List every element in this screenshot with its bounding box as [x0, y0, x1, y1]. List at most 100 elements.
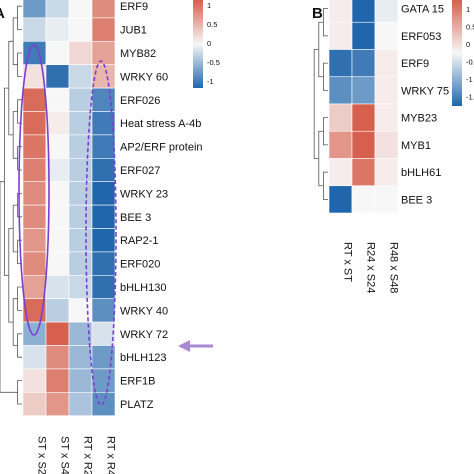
- heatmap-cell: [22, 274, 47, 299]
- row-label: ERF9: [120, 1, 148, 13]
- heatmap-cell: [45, 321, 70, 346]
- row-label: WRKY 23: [120, 188, 168, 200]
- heatmap-cell: [68, 251, 93, 276]
- column-label: R48 x S48: [388, 242, 400, 293]
- heatmap-cell: [45, 111, 70, 136]
- dendrogram-branch: [8, 40, 14, 136]
- dendrogram-branch: [323, 117, 328, 146]
- row-label: Heat stress A-4b: [120, 118, 201, 130]
- heatmap-cell: [91, 17, 116, 42]
- heatmap-cell: [22, 368, 47, 393]
- heatmap-cell: [45, 298, 70, 323]
- heatmap-cell: [351, 0, 376, 23]
- heatmap-cell: [68, 181, 93, 206]
- heatmap-cell: [328, 0, 353, 23]
- dendrogram-branch: [12, 204, 18, 253]
- heatmap-cell: [68, 345, 93, 370]
- heatmap-cell: [328, 76, 353, 105]
- highlight-ellipse-st: [18, 44, 50, 336]
- heatmap-cell: [91, 274, 116, 299]
- legend-tick-label: 0.5: [207, 20, 217, 29]
- row-label: MYB23: [401, 113, 437, 125]
- dendrogram-branch: [17, 52, 22, 77]
- dendrogram-branch: [323, 171, 328, 200]
- legend-tick-label: -1: [466, 75, 473, 84]
- panel-a-letter: A: [0, 5, 5, 22]
- wrky72-arrow: [178, 340, 213, 352]
- panel-b-legend-ticks: 1 0.5 0 -0.5 -1 -1.5: [466, 5, 474, 102]
- heatmap-cell: [68, 368, 93, 393]
- heatmap-cell: [22, 204, 47, 229]
- heatmap-cell: [45, 64, 70, 89]
- column-label: RT x ST: [342, 242, 354, 282]
- heatmap-cell: [22, 134, 47, 159]
- row-label: ERF026: [120, 95, 160, 107]
- dendrogram-branch: [17, 286, 22, 311]
- heatmap-cell: [22, 17, 47, 42]
- heatmap-cell: [22, 0, 47, 19]
- column-label: RT x R24: [82, 436, 94, 474]
- row-label: ERF020: [120, 259, 160, 271]
- row-label: BEE 3: [120, 212, 151, 224]
- row-label: bHLH61: [401, 167, 441, 179]
- heatmap-cell: [374, 158, 399, 187]
- row-label: WRKY 72: [120, 329, 168, 341]
- heatmap-cell: [91, 40, 116, 65]
- dendrogram-branch: [323, 8, 328, 37]
- panel-b-heatmap-cells: [328, 0, 399, 214]
- legend-tick-label: 0.5: [466, 23, 474, 32]
- heatmap-cell: [91, 181, 116, 206]
- heatmap-cell: [374, 0, 399, 23]
- heatmap-cell: [351, 103, 376, 132]
- heatmap-cell: [328, 21, 353, 50]
- heatmap-cell: [351, 185, 376, 214]
- heatmap-cell: [374, 49, 399, 78]
- panel-a-heatmap-cells: [22, 0, 116, 416]
- heatmap-cell: [22, 345, 47, 370]
- heatmap-cell: [22, 228, 47, 253]
- row-label: GATA 15: [401, 4, 444, 16]
- row-label: bHLH130: [120, 282, 166, 294]
- column-label: R24 x S24: [365, 242, 377, 293]
- row-label: PLATZ: [120, 399, 154, 411]
- heatmap-cell: [22, 181, 47, 206]
- heatmap-cell: [68, 391, 93, 416]
- heatmap-cell: [68, 87, 93, 112]
- heatmap-cell: [68, 0, 93, 19]
- heatmap-cell: [22, 391, 47, 416]
- row-label: ERF1B: [120, 376, 155, 388]
- heatmap-cell: [351, 76, 376, 105]
- dendrogram-branch: [313, 49, 319, 159]
- row-label: bHLH123: [120, 352, 166, 364]
- heatmap-cell: [22, 251, 47, 276]
- legend-tick-label: 1: [466, 5, 470, 14]
- heatmap-cell: [91, 158, 116, 183]
- dendrogram-branch: [8, 228, 14, 323]
- heatmap-cell: [68, 274, 93, 299]
- heatmap-cell: [328, 103, 353, 132]
- legend-tick-label: 0: [207, 39, 211, 48]
- row-label: RAP2-1: [120, 235, 159, 247]
- heatmap-cell: [91, 204, 116, 229]
- dendrogram-branch: [12, 111, 18, 159]
- panel-a: A ERF9 JUB1 MYB82 WRKY 60 ERF026 Heat stress …: [0, 0, 220, 474]
- panel-b-row-labels: GATA 15 ERF053 ERF9 WRKY 75 MYB23 MYB1 bHLH61 B…: [401, 4, 449, 207]
- legend-tick-label: 1: [207, 1, 211, 10]
- heatmap-cell: [328, 158, 353, 187]
- row-label: MYB1: [401, 140, 431, 152]
- heatmap-cell: [45, 251, 70, 276]
- heatmap-cell: [351, 21, 376, 50]
- row-label: BEE 3: [401, 194, 432, 206]
- heatmap-cell: [68, 204, 93, 229]
- panel-b: B GATA 15 ERF053 ERF9 WRKY 75 MYB23 MYB1 bHLH6…: [312, 0, 474, 293]
- dendrogram-branch: [318, 21, 324, 78]
- heatmap-cell: [374, 130, 399, 159]
- panel-a-legend-ticks: 1 0.5 0 -0.5 -1: [207, 1, 220, 86]
- row-label: WRKY 75: [401, 85, 449, 97]
- heatmap-cell: [91, 251, 116, 276]
- panel-a-legend-gradient: [193, 0, 203, 88]
- heatmap-cell: [351, 49, 376, 78]
- panel-b-row-dendrogram: [313, 8, 328, 200]
- heatmap-cell: [91, 64, 116, 89]
- row-label: WRKY 60: [120, 71, 168, 83]
